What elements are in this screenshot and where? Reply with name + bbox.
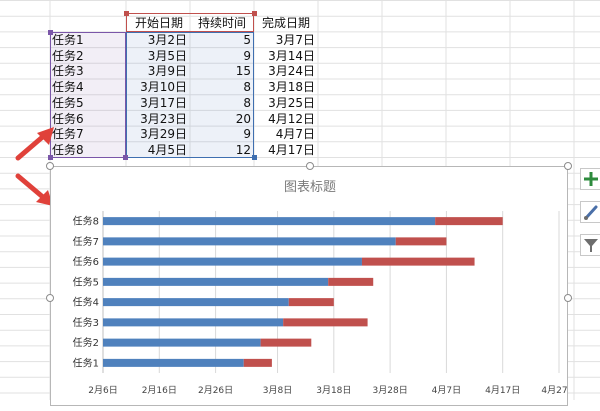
task-name-cell[interactable]: 任务8	[52, 142, 84, 157]
start-date-cell[interactable]: 3月10日	[140, 80, 187, 95]
annotation-arrow-up	[15, 127, 54, 161]
selection-range-headers[interactable]	[126, 13, 254, 32]
annotation-arrow-down	[15, 173, 53, 206]
end-date-cell[interactable]: 3月24日	[268, 64, 315, 79]
duration-bar	[435, 217, 503, 226]
duration-bar	[361, 257, 475, 266]
duration-bar	[260, 338, 312, 347]
x-tick-label: 3月28日	[373, 385, 408, 396]
start-date-bar	[103, 237, 396, 246]
selection-handle[interactable]	[252, 155, 257, 160]
end-date-cell[interactable]: 4月17日	[268, 142, 315, 157]
category-label: 任务8	[73, 215, 99, 228]
header-start-date[interactable]: 开始日期	[134, 16, 183, 30]
x-tick-label: 4月7日	[432, 385, 461, 396]
task-name-cell[interactable]: 任务4	[52, 80, 84, 95]
filter-icon	[584, 239, 598, 252]
selection-range-data[interactable]	[126, 32, 254, 158]
x-tick-label: 3月18日	[316, 385, 351, 396]
selection-handle[interactable]	[48, 30, 53, 35]
task-name-cell[interactable]: 任务1	[52, 33, 84, 47]
category-label: 任务7	[73, 235, 99, 248]
plus-icon	[584, 172, 598, 186]
start-date-cell[interactable]: 3月29日	[140, 127, 187, 142]
start-date-bar	[103, 338, 261, 347]
duration-cell[interactable]: 9	[243, 48, 251, 63]
x-tick-label: 2月16日	[142, 385, 177, 396]
brush-icon	[584, 205, 598, 220]
header-duration[interactable]: 持续时间	[197, 16, 246, 30]
start-date-cell[interactable]: 3月23日	[140, 111, 187, 126]
end-date-cell[interactable]: 4月7日	[275, 127, 315, 142]
resize-handle-top-right[interactable]	[564, 162, 572, 170]
start-date-cell[interactable]: 3月5日	[147, 48, 187, 63]
x-tick-label: 4月17日	[485, 385, 520, 396]
start-date-bar	[103, 277, 329, 286]
selection-handle[interactable]	[123, 155, 128, 160]
start-date-bar	[103, 318, 284, 327]
selection-handle[interactable]	[124, 11, 129, 16]
start-date-cell[interactable]: 3月2日	[147, 33, 187, 47]
selection-handle[interactable]	[48, 155, 53, 160]
duration-bar	[283, 318, 368, 327]
x-tick-label: 2月6日	[88, 385, 117, 396]
duration-bar	[288, 298, 334, 307]
category-label: 任务4	[73, 296, 99, 309]
category-label: 任务1	[73, 356, 99, 369]
task-name-cell[interactable]: 任务2	[52, 48, 84, 63]
task-name-cell[interactable]: 任务5	[52, 95, 84, 110]
duration-cell[interactable]: 20	[235, 111, 251, 126]
chart-styles-button[interactable]	[580, 201, 600, 223]
task-name-cell[interactable]: 任务7	[52, 127, 84, 142]
selection-handle[interactable]	[252, 11, 257, 16]
duration-cell[interactable]: 15	[235, 64, 251, 79]
task-name-cell[interactable]: 任务6	[52, 111, 84, 126]
start-date-cell[interactable]: 3月17日	[140, 95, 187, 110]
end-date-cell[interactable]: 4月12日	[268, 111, 315, 126]
end-date-cell[interactable]: 3月25日	[268, 95, 315, 110]
selection-range-tasks[interactable]	[50, 32, 126, 158]
chart-plot: 图表标题 2月6日 2月16日 2月26日 3月8日 3月18日 3月28日 4月7日 4月17…	[73, 180, 577, 396]
duration-cell[interactable]: 9	[243, 127, 251, 142]
start-date-bar	[103, 298, 289, 307]
resize-handle-top[interactable]	[306, 162, 314, 170]
duration-cell[interactable]: 5	[243, 33, 251, 47]
category-label: 任务3	[73, 316, 99, 329]
end-date-cell[interactable]: 3月14日	[268, 48, 315, 63]
category-label: 任务2	[73, 336, 99, 349]
resize-handle-top-left[interactable]	[46, 162, 54, 170]
x-tick-label: 4月27日	[541, 385, 569, 396]
header-end-date[interactable]: 完成日期	[261, 16, 310, 30]
chart-elements-button[interactable]	[580, 168, 600, 190]
start-date-bar	[103, 257, 362, 266]
start-date-bar	[103, 217, 436, 226]
duration-cell[interactable]: 8	[243, 80, 251, 95]
duration-bar	[328, 277, 374, 286]
start-date-cell[interactable]: 3月9日	[147, 64, 187, 79]
resize-handle-right[interactable]	[564, 294, 572, 302]
task-name-cell[interactable]: 任务3	[52, 64, 84, 79]
end-date-cell[interactable]: 3月18日	[268, 80, 315, 95]
x-tick-label: 3月8日	[263, 385, 292, 396]
category-label: 任务5	[73, 275, 99, 288]
chart-title: 图表标题	[284, 180, 336, 195]
gantt-chart[interactable]: 图表标题 2月6日 2月16日 2月26日 3月8日 3月18日 3月28日 4月7日 4月17…	[50, 166, 577, 406]
duration-cell[interactable]: 8	[243, 95, 251, 110]
category-label: 任务6	[73, 255, 99, 268]
chart-filters-button[interactable]	[580, 234, 600, 256]
duration-bar	[243, 358, 272, 367]
start-date-bar	[103, 358, 244, 367]
end-date-cell[interactable]: 3月7日	[275, 33, 315, 47]
resize-handle-left[interactable]	[46, 294, 54, 302]
start-date-cell[interactable]: 4月5日	[147, 142, 187, 157]
duration-cell[interactable]: 12	[235, 142, 251, 157]
duration-bar	[395, 237, 447, 246]
x-tick-label: 2月26日	[198, 385, 233, 396]
